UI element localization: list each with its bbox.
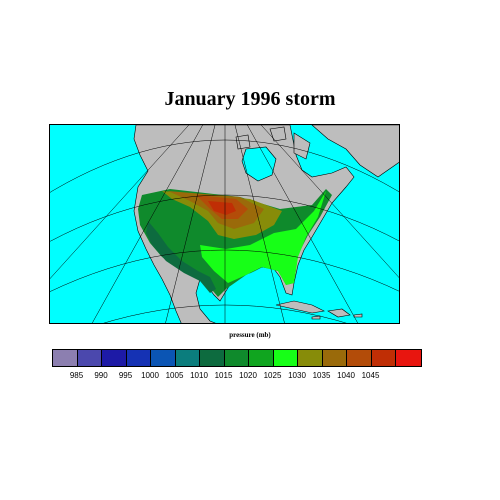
meridian-2 <box>91 125 203 323</box>
legend-swatch <box>322 350 347 366</box>
legend-swatch <box>396 350 421 366</box>
jamaica-land <box>311 315 321 320</box>
meridian-3 <box>165 125 216 323</box>
legend-swatch <box>371 350 396 366</box>
legend-tick-label: 1040 <box>337 371 355 380</box>
meridian-7 <box>260 125 399 278</box>
hispaniola-land <box>327 308 351 318</box>
meridian-6 <box>247 125 359 323</box>
arctic-island-2 <box>235 134 251 150</box>
legend-swatch <box>53 350 78 366</box>
legend-tick-label: 995 <box>118 371 133 380</box>
contour-1045 <box>208 201 236 215</box>
legend-swatch <box>347 350 372 366</box>
cuba-land <box>275 300 325 314</box>
legend-swatch <box>126 350 151 366</box>
pressure-contours <box>138 189 332 297</box>
meridian-5 <box>234 125 285 323</box>
graticule <box>50 125 399 323</box>
legend-tick-label: 1020 <box>239 371 257 380</box>
legend-swatch <box>102 350 127 366</box>
legend-labels: 985 990 995 1000 1005 1010 1015 1020 1025 1030 103… <box>52 371 398 383</box>
legend-swatch <box>298 350 323 366</box>
legend-tick-label: 1030 <box>288 371 306 380</box>
legend-tick-label: 1025 <box>263 371 282 380</box>
legend-swatch <box>200 350 225 366</box>
map-canvas <box>50 125 399 323</box>
legend-swatch <box>249 350 274 366</box>
legend-swatch <box>175 350 200 366</box>
map-caption: pressure (mb) <box>229 331 271 339</box>
legend-swatch <box>151 350 176 366</box>
legend-swatch <box>77 350 102 366</box>
legend-tick-label: 1005 <box>165 371 184 380</box>
color-legend <box>52 349 422 367</box>
contour-1015 <box>146 221 216 293</box>
legend-swatch <box>273 350 298 366</box>
greenland-land <box>311 125 399 178</box>
page-title: January 1996 storm <box>164 88 336 110</box>
baffin-island <box>293 132 311 160</box>
legend-tick-label: 1045 <box>361 371 380 380</box>
meridian-1 <box>50 125 190 279</box>
legend-tick-label: 1000 <box>141 371 159 380</box>
legend-tick-label: 990 <box>94 371 108 380</box>
legend-tick-label: 1035 <box>312 371 331 380</box>
legend-tick-label: 985 <box>69 371 84 380</box>
hudson-bay <box>241 146 277 182</box>
legend-swatch <box>224 350 249 366</box>
contour-1025 <box>200 191 326 285</box>
pressure-map <box>49 124 400 324</box>
legend-tick-label: 1015 <box>214 371 233 380</box>
arctic-island-1 <box>269 126 287 142</box>
legend-tick-label: 1010 <box>190 371 208 380</box>
